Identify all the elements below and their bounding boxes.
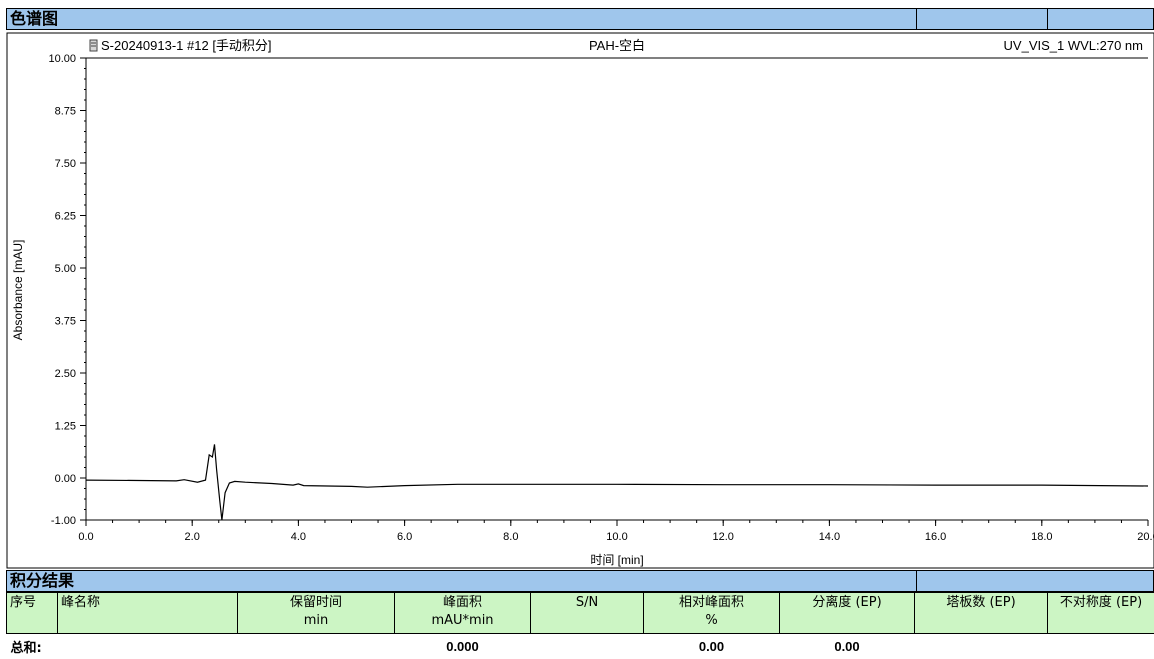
y-tick-label: 1.25 [55,421,76,433]
x-tick-label: 10.0 [606,531,627,543]
chart-file-icon [89,39,98,52]
header-cell-asymmetry: 不对称度 (EP) [1047,592,1154,634]
x-tick-label: 4.0 [291,531,306,543]
y-tick-label: -1.00 [51,515,76,527]
sum-cell-retention [238,634,395,659]
x-tick-label: 12.0 [712,531,733,543]
table-sum-row: 总和: 0.000 0.00 0.00 [7,634,1154,659]
x-tick-label: 14.0 [819,531,840,543]
header-cell-index: 序号 [6,592,58,634]
header-cell-retention-time: 保留时间 min [237,592,395,634]
results-section-bar: 积分结果 [6,570,1154,592]
y-tick-label: 0.00 [55,473,76,485]
y-tick-label: 2.50 [55,368,76,380]
table-header-row: 序号 峰名称 保留时间 min 峰面积 mAU*min S/N 相对峰面积% 分离度… [6,592,1154,634]
chart-sample-label: S-20240913-1 #12 [手动积分] [101,38,272,53]
bar-divider [916,9,917,29]
header-cell-peak-name: 峰名称 [57,592,238,634]
x-axis-label: 时间 [min] [590,553,643,567]
x-tick-label: 16.0 [925,531,946,543]
header-cell-sn: S/N [530,592,644,634]
chromatogram-trace [85,444,1149,521]
results-section-title: 积分结果 [10,571,75,590]
header-cell-resolution: 分离度 (EP) [779,592,915,634]
x-tick-label: 18.0 [1031,531,1052,543]
sum-label: 总和: [10,640,42,656]
header-cell-peak-area: 峰面积 mAU*min [394,592,531,634]
header-cell-plates: 塔板数 (EP) [914,592,1048,634]
y-tick-label: 5.00 [55,263,76,275]
sum-cell-asymmetry [1048,634,1154,659]
y-tick-label: 3.75 [55,316,76,328]
bar-divider [916,571,917,591]
sum-cell-area: 0.000 [446,638,479,654]
chart-channel-label: UV_VIS_1 WVL:270 nm [1004,38,1143,53]
y-tick-label: 6.25 [55,211,76,223]
y-tick-label: 10.00 [48,53,76,65]
y-tick-label: 7.50 [55,158,76,170]
x-tick-label: 0.0 [78,531,93,543]
chromatogram-section-title: 色谱图 [10,9,59,28]
header-cell-relative-area: 相对峰面积% [643,592,780,634]
integration-results-table: 序号 峰名称 保留时间 min 峰面积 mAU*min S/N 相对峰面积% 分离度… [6,592,1154,658]
y-axis-label: Absorbance [mAU] [11,240,25,341]
y-tick-label: 8.75 [55,106,76,118]
x-tick-label: 20.0 [1137,531,1154,543]
x-tick-label: 2.0 [185,531,200,543]
x-tick-label: 8.0 [503,531,518,543]
sum-cell-relative-area: 0.00 [698,638,725,654]
chart-panel-border [6,32,1154,569]
sum-cell-sn [531,634,644,659]
bar-divider [1047,9,1048,29]
chart-method-label: PAH-空白 [589,38,645,53]
x-tick-label: 6.0 [397,531,412,543]
chromatogram-chart: S-20240913-1 #12 [手动积分] PAH-空白 UV_VIS_1 … [6,32,1154,569]
sum-cell-plates [915,634,1048,659]
chromatogram-section-bar: 色谱图 [6,8,1154,30]
sum-cell-resolution: 0.00 [834,638,860,654]
